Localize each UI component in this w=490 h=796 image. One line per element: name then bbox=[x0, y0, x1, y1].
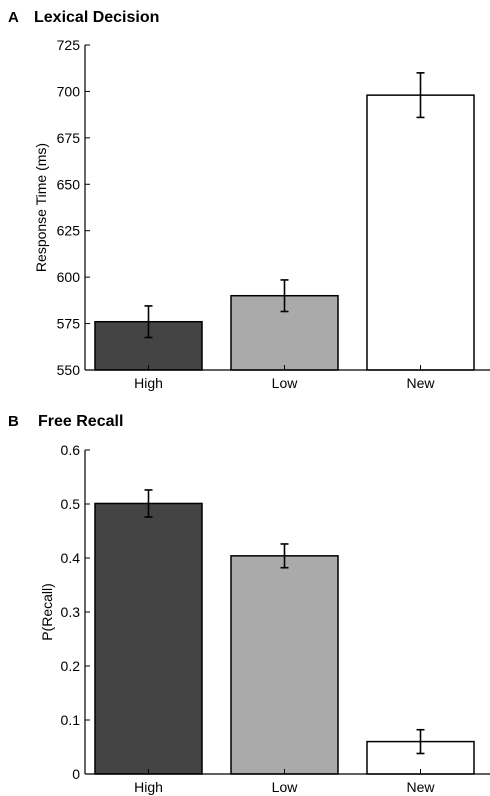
y-tick-label: 0.1 bbox=[61, 712, 81, 728]
y-tick-label: 650 bbox=[57, 176, 81, 192]
category-label-high: High bbox=[134, 779, 163, 795]
category-label-high: High bbox=[134, 375, 163, 391]
error-bar-low bbox=[280, 279, 289, 313]
bar-low bbox=[230, 555, 339, 775]
error-bar-new bbox=[416, 72, 425, 119]
y-tick-label: 0.4 bbox=[61, 550, 81, 566]
panel-a: A Lexical Decision High Low New 550 575 600 625 6… bbox=[8, 9, 490, 391]
chart-title: Free Recall bbox=[38, 413, 123, 430]
category-label-low: Low bbox=[272, 375, 299, 391]
panel-b: B Free Recall High Low New 0 0.1 0.2 0.3 0.4 0.5 0.… bbox=[8, 413, 490, 795]
y-tick-label: 0 bbox=[72, 766, 80, 782]
category-label-new: New bbox=[406, 375, 435, 391]
error-bar-new bbox=[416, 728, 425, 755]
category-label-new: New bbox=[406, 779, 435, 795]
y-tick-label: 725 bbox=[57, 37, 81, 53]
error-bar-low bbox=[280, 543, 289, 569]
bar-high bbox=[94, 502, 203, 775]
y-tick-label: 700 bbox=[57, 83, 81, 99]
y-tick-label: 575 bbox=[57, 316, 81, 332]
y-axis-label: P(Recall) bbox=[39, 583, 55, 641]
y-tick-label: 625 bbox=[57, 223, 81, 239]
category-label-low: Low bbox=[272, 779, 299, 795]
error-bar-high bbox=[144, 489, 153, 518]
y-tick-label: 0.5 bbox=[61, 496, 81, 512]
panel-letter: A bbox=[8, 9, 19, 26]
y-axis-label: Response Time (ms) bbox=[33, 143, 49, 272]
y-tick-label: 0.3 bbox=[61, 604, 81, 620]
y-tick-label: 550 bbox=[57, 362, 81, 378]
y-tick-label: 600 bbox=[57, 269, 81, 285]
panel-letter: B bbox=[8, 413, 19, 430]
y-tick-label: 0.6 bbox=[61, 442, 81, 458]
bar-new bbox=[366, 94, 475, 371]
y-tick-label: 0.2 bbox=[61, 658, 81, 674]
y-tick-label: 675 bbox=[57, 130, 81, 146]
chart-title: Lexical Decision bbox=[34, 9, 159, 26]
error-bar-high bbox=[144, 305, 153, 339]
